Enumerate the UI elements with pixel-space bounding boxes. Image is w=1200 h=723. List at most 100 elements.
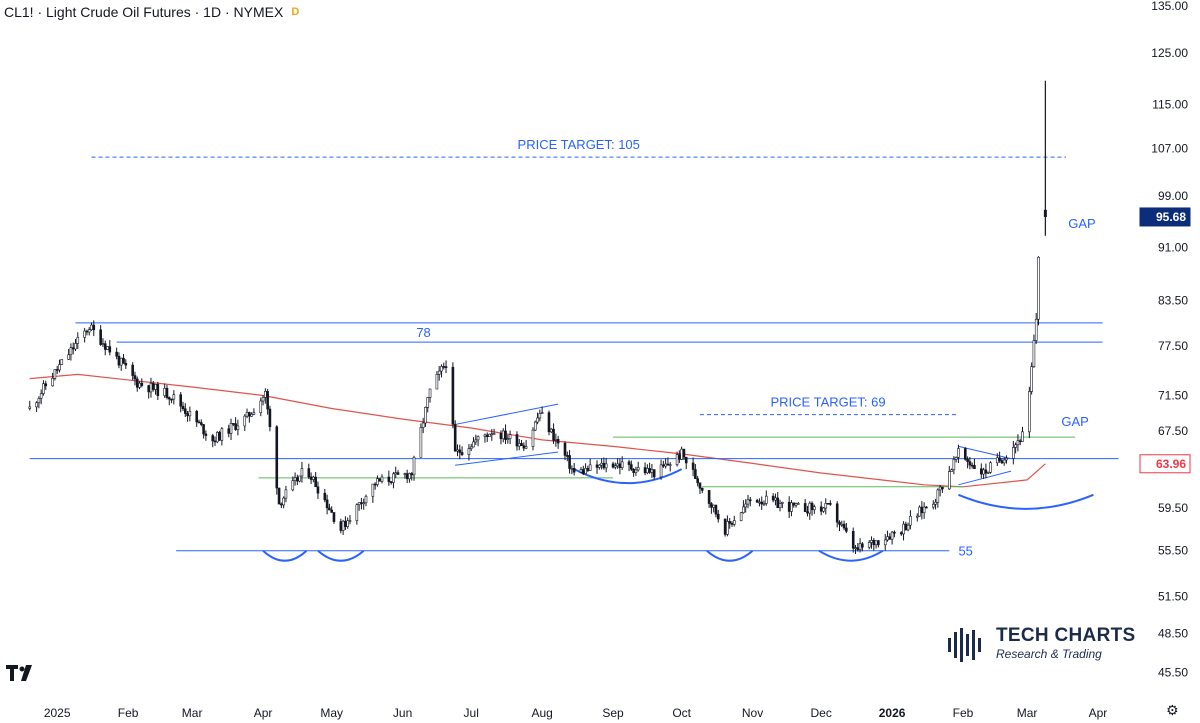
candle-body-47 <box>181 405 185 410</box>
candle-body-107 <box>373 483 377 486</box>
candle-body-7 <box>53 369 57 379</box>
candle-body-260 <box>861 543 864 548</box>
candle-body-214 <box>714 504 718 515</box>
candle-body-209 <box>698 482 702 489</box>
candle-body-27 <box>117 355 121 366</box>
candle-body-153 <box>520 443 523 446</box>
candle-body-283 <box>936 489 940 503</box>
candle-body-294 <box>970 464 974 467</box>
candle-body-106 <box>371 483 375 497</box>
time-axis[interactable]: 2025 Feb Mar Apr May Jun Jul Aug Sep Oct Nov Dec 202… <box>44 706 1107 720</box>
candle-body-308 <box>1016 440 1020 446</box>
price-tick-label: 59.50 <box>1158 501 1188 515</box>
candle-body-247 <box>822 507 825 512</box>
candle-body-96 <box>339 521 343 531</box>
time-tick-label: Aug <box>531 706 552 720</box>
candle-body-309 <box>1018 440 1022 443</box>
data-source-badge: D <box>291 6 300 18</box>
candle-body-56 <box>211 435 215 442</box>
price-axis[interactable]: 135.00 125.00 115.00 107.00 99.00 91.00 83.50 7… <box>1139 0 1191 679</box>
brand-name: TECH CHARTS <box>996 625 1136 646</box>
candle-body-2 <box>37 398 41 404</box>
candle-body-98 <box>344 520 347 527</box>
price-tick-label: 77.50 <box>1158 339 1188 353</box>
price-badge-label-1: 63.96 <box>1156 457 1186 471</box>
candle-body-230 <box>764 495 768 504</box>
annotation-layer: 78 55 PRICE TARGET: 105 PRICE TARGET: 69 GAP… <box>416 137 1095 559</box>
candle-body-39 <box>154 384 157 390</box>
candle-body-166 <box>563 442 567 456</box>
candle-body-45 <box>172 394 176 400</box>
price-tick-label: 55.50 <box>1158 544 1188 558</box>
candle-body-24 <box>106 346 109 350</box>
candle-body-49 <box>186 413 189 417</box>
gear-icon[interactable]: ⚙ <box>1166 702 1179 718</box>
candle-body-160 <box>540 412 544 414</box>
candle-body-164 <box>554 439 558 441</box>
candle-body-301 <box>996 457 999 464</box>
candle-body-82 <box>293 477 297 481</box>
candle-body-102 <box>357 502 361 505</box>
tradingview-logo-icon[interactable] <box>6 664 36 687</box>
candle-body-229 <box>762 503 766 505</box>
candle-body-298 <box>984 469 988 474</box>
candle-body-310 <box>1021 431 1024 442</box>
candle-body-59 <box>218 432 221 441</box>
candle-body-200 <box>668 464 672 466</box>
candle-body-296 <box>980 468 983 475</box>
candle-body-306 <box>1012 447 1015 459</box>
symbol-header[interactable]: CL1! · Light Crude Oil Futures · 1D · NY… <box>4 4 299 20</box>
candle-body-74 <box>266 391 269 410</box>
candle-body-117 <box>405 473 409 480</box>
level-label-78: 78 <box>416 325 430 340</box>
candle-body-165 <box>556 439 560 444</box>
candle-body-168 <box>568 455 571 469</box>
candle-body-173 <box>584 468 587 475</box>
candle-body-149 <box>506 438 510 441</box>
candle-body-67 <box>245 412 249 417</box>
candle-body-183 <box>616 463 619 467</box>
candle-body-64 <box>234 423 237 430</box>
candle-body-112 <box>389 481 393 483</box>
price-tick-label: 99.00 <box>1158 189 1188 203</box>
candle-body-14 <box>74 343 77 350</box>
last-candle-body <box>1043 209 1047 217</box>
candle-body-257 <box>854 547 857 549</box>
candle-body-204 <box>682 448 686 458</box>
candle-body-307 <box>1014 444 1017 448</box>
candle-body-38 <box>151 383 155 390</box>
candle-body-198 <box>664 463 667 467</box>
candle-body-18 <box>87 329 91 333</box>
candle-body-190 <box>636 467 640 471</box>
candle-body-126 <box>435 374 439 390</box>
time-tick-label: Jul <box>464 706 479 720</box>
pattern-layer <box>262 403 1094 562</box>
candle-body-129 <box>442 366 446 368</box>
candle-body-131 <box>451 366 455 425</box>
candle-body-179 <box>602 462 606 469</box>
candle-body-23 <box>103 343 107 350</box>
channel-line-0 <box>455 403 559 425</box>
candle-body-138 <box>472 441 475 448</box>
candle-body-101 <box>355 504 359 521</box>
candle-body-268 <box>888 536 892 540</box>
price-tick-label: 107.00 <box>1151 141 1188 155</box>
candle-body-63 <box>232 423 235 425</box>
candle-body-227 <box>758 501 761 504</box>
candle-body-252 <box>838 521 841 525</box>
candle-body-30 <box>124 362 128 366</box>
candle-body-193 <box>648 468 651 473</box>
rounded-bottom-arc-2 <box>573 468 683 485</box>
candle-body-16 <box>83 330 86 338</box>
price-tick-label: 45.50 <box>1158 665 1188 679</box>
candle-body-124 <box>426 397 430 408</box>
candle-body-275 <box>909 516 912 526</box>
price-tick-label: 115.00 <box>1152 97 1188 111</box>
candle-body-218 <box>728 521 731 524</box>
candle-body-116 <box>403 473 407 475</box>
channel-line-2 <box>958 445 1012 460</box>
candle-body-146 <box>499 433 503 440</box>
candle-body-35 <box>140 382 144 386</box>
candle-body-13 <box>71 347 75 350</box>
